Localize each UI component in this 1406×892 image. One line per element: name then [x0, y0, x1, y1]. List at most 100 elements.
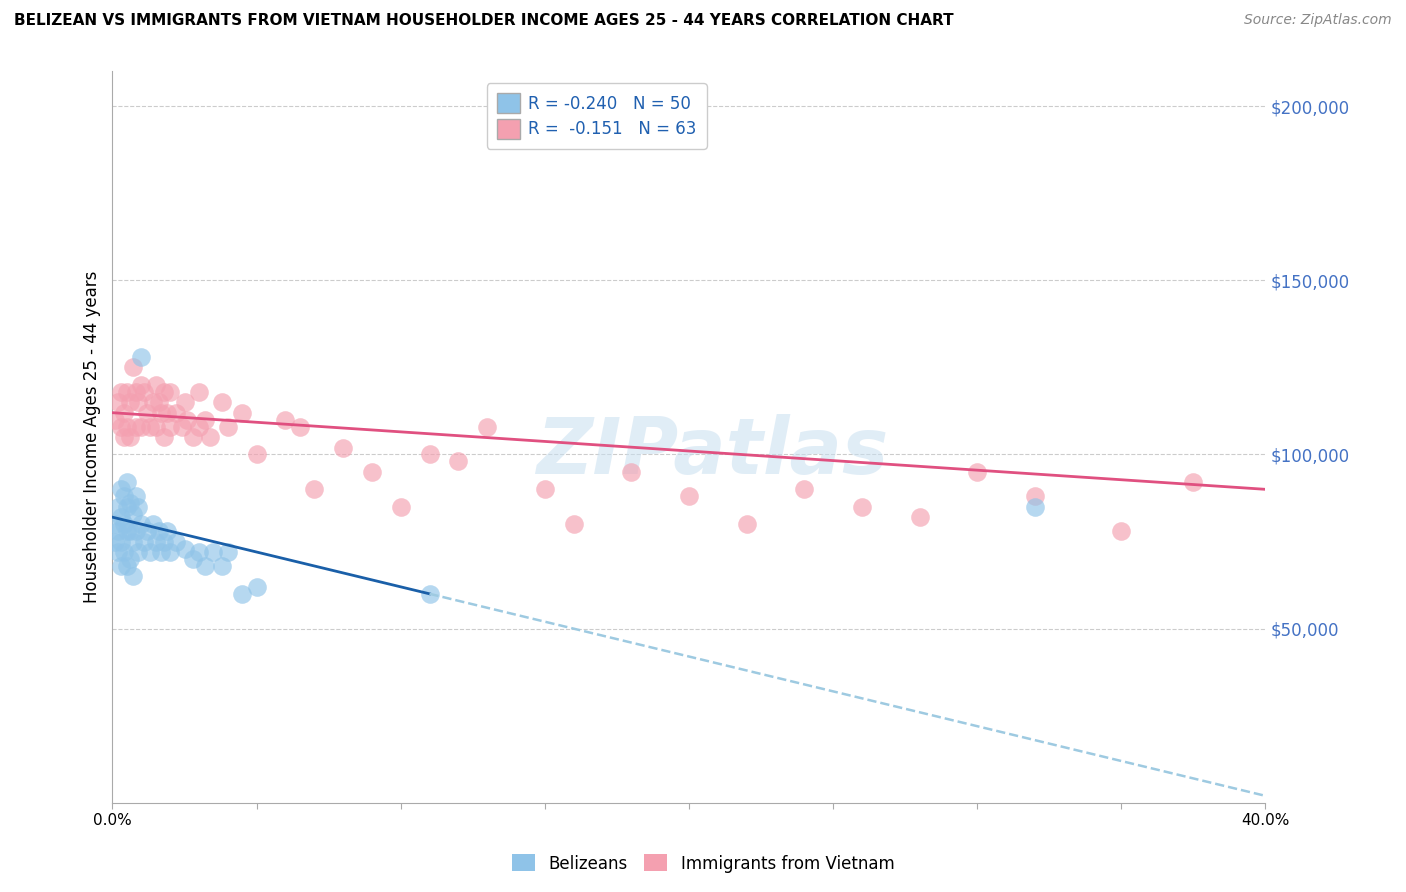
Point — [188, 545, 211, 559]
Point — [274, 412, 297, 426]
Point — [127, 395, 149, 409]
Point — [159, 545, 181, 559]
Point — [118, 552, 141, 566]
Point — [112, 406, 135, 420]
Point — [288, 419, 311, 434]
Point — [165, 534, 187, 549]
Point — [678, 489, 700, 503]
Point — [104, 412, 127, 426]
Point — [150, 406, 173, 420]
Point — [389, 500, 412, 514]
Point — [118, 496, 141, 510]
Point — [194, 558, 217, 573]
Point — [129, 419, 153, 434]
Point — [127, 545, 149, 559]
Point — [1024, 489, 1046, 503]
Point — [966, 465, 988, 479]
Point — [181, 552, 204, 566]
Point — [115, 384, 138, 399]
Y-axis label: Householder Income Ages 25 - 44 years: Householder Income Ages 25 - 44 years — [83, 271, 101, 603]
Point — [142, 395, 165, 409]
Point — [181, 430, 204, 444]
Point — [173, 541, 195, 556]
Point — [360, 465, 382, 479]
Point — [534, 483, 557, 497]
Point — [246, 580, 269, 594]
Point — [104, 534, 127, 549]
Point — [110, 384, 132, 399]
Point — [150, 545, 173, 559]
Point — [104, 517, 127, 532]
Point — [156, 406, 179, 420]
Point — [142, 517, 165, 532]
Point — [139, 545, 162, 559]
Point — [419, 448, 441, 462]
Point — [1182, 475, 1205, 490]
Point — [620, 465, 643, 479]
Point — [735, 517, 758, 532]
Point — [562, 517, 585, 532]
Point — [165, 406, 187, 420]
Point — [121, 360, 143, 375]
Point — [211, 395, 233, 409]
Point — [159, 384, 181, 399]
Point — [118, 395, 141, 409]
Point — [107, 545, 129, 559]
Point — [332, 441, 354, 455]
Point — [110, 483, 132, 497]
Point — [115, 419, 138, 434]
Point — [129, 377, 153, 392]
Point — [148, 395, 170, 409]
Point — [475, 419, 499, 434]
Point — [153, 534, 176, 549]
Point — [121, 507, 143, 521]
Point — [115, 500, 138, 514]
Point — [170, 419, 193, 434]
Point — [134, 384, 156, 399]
Point — [153, 384, 176, 399]
Point — [107, 500, 129, 514]
Point — [110, 534, 132, 549]
Point — [145, 377, 167, 392]
Point — [246, 448, 269, 462]
Point — [851, 500, 873, 514]
Point — [127, 500, 149, 514]
Point — [447, 454, 470, 468]
Text: ZIPatlas: ZIPatlas — [536, 414, 889, 490]
Point — [211, 558, 233, 573]
Point — [173, 395, 195, 409]
Point — [112, 430, 135, 444]
Point — [129, 517, 153, 532]
Point — [110, 419, 132, 434]
Point — [200, 430, 222, 444]
Point — [188, 384, 211, 399]
Point — [115, 524, 138, 538]
Point — [156, 524, 179, 538]
Point — [231, 406, 253, 420]
Point — [121, 534, 143, 549]
Point — [112, 489, 135, 503]
Point — [159, 419, 181, 434]
Point — [176, 412, 198, 426]
Text: Source: ZipAtlas.com: Source: ZipAtlas.com — [1244, 13, 1392, 28]
Point — [188, 419, 211, 434]
Point — [153, 430, 176, 444]
Point — [112, 517, 135, 532]
Point — [1024, 500, 1046, 514]
Point — [793, 483, 815, 497]
Legend: Belizeans, Immigrants from Vietnam: Belizeans, Immigrants from Vietnam — [505, 847, 901, 880]
Point — [124, 419, 146, 434]
Point — [118, 524, 141, 538]
Point — [419, 587, 441, 601]
Point — [124, 489, 146, 503]
Point — [908, 510, 931, 524]
Point — [1111, 524, 1133, 538]
Point — [145, 534, 167, 549]
Point — [145, 419, 167, 434]
Point — [217, 419, 239, 434]
Point — [139, 419, 162, 434]
Point — [217, 545, 239, 559]
Point — [134, 534, 156, 549]
Point — [121, 569, 143, 583]
Point — [107, 395, 129, 409]
